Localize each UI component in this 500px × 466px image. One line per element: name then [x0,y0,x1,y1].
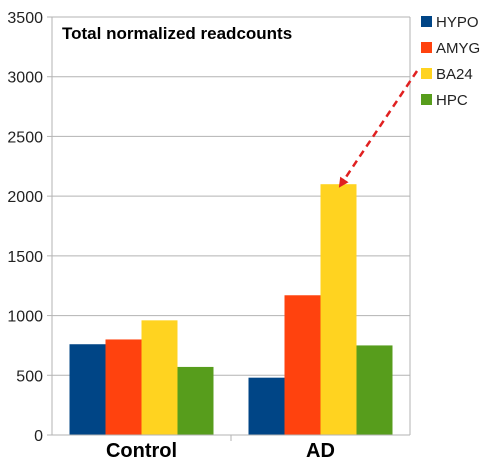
chart-title: Total normalized readcounts [62,24,292,43]
legend-item-ba24: BA24 [421,66,473,83]
bar-hypo-ad [248,377,285,435]
legend-label: BA24 [436,66,473,83]
annotation [338,70,419,188]
legend-item-hpc: HPC [421,92,468,109]
legend-label: HYPO [436,14,479,31]
bar-ba24-control [141,320,178,435]
legend-swatch [421,94,432,105]
bar-hpc-ad [356,345,393,435]
legend-swatch [421,42,432,53]
y-tick-label: 2500 [7,129,43,146]
legend: HYPO AMYG BA24 HPC [421,14,480,109]
legend-label: AMYG [436,40,480,57]
y-tick-label: 2000 [7,189,43,206]
x-category-label: AD [306,440,335,462]
y-tick-label: 3500 [7,10,43,27]
legend-item-hypo: HYPO [421,14,479,31]
legend-swatch [421,16,432,27]
y-tick-label: 1500 [7,249,43,266]
x-category-label: Control [106,440,177,462]
legend-item-amyg: AMYG [421,40,480,57]
axes [47,16,411,441]
y-tick-label: 500 [16,368,43,385]
bars [69,184,393,435]
legend-label: HPC [436,92,468,109]
bar-hypo-control [69,344,106,435]
y-tick-label: 1000 [7,309,43,326]
bar-ba24-ad [320,184,357,435]
tick-labels: 0 500 1000 1500 2000 2500 3000 3500 Control AD [7,10,335,462]
bar-amyg-control [105,339,142,435]
y-tick-label: 3000 [7,70,43,87]
y-tick-label: 0 [34,428,43,445]
bar-hpc-control [177,366,214,435]
legend-swatch [421,68,432,79]
annotation-arrow [338,70,419,188]
bar-amyg-ad [284,295,321,435]
